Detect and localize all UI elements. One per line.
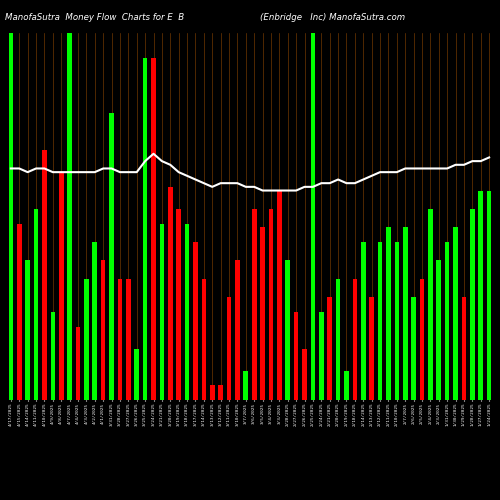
Bar (160, 224, 164, 400)
Bar (328, 297, 332, 400)
Bar (50, 312, 55, 400)
Text: (Enbridge   Inc) ManofaSutra.com: (Enbridge Inc) ManofaSutra.com (260, 12, 405, 22)
Bar (370, 297, 374, 400)
Bar (118, 278, 122, 400)
Bar (226, 297, 232, 400)
Bar (134, 348, 139, 400)
Bar (436, 260, 441, 400)
Bar (126, 278, 130, 400)
Bar (110, 114, 114, 400)
Bar (68, 32, 72, 400)
Bar (428, 209, 432, 400)
Bar (462, 297, 466, 400)
Bar (286, 260, 290, 400)
Bar (59, 172, 64, 400)
Bar (310, 32, 315, 400)
Bar (260, 228, 265, 400)
Bar (319, 312, 324, 400)
Bar (268, 209, 274, 400)
Bar (294, 312, 298, 400)
Bar (143, 58, 148, 400)
Bar (42, 150, 46, 400)
Bar (185, 224, 190, 400)
Bar (454, 228, 458, 400)
Bar (445, 242, 450, 400)
Bar (235, 260, 240, 400)
Bar (487, 190, 492, 400)
Bar (403, 228, 407, 400)
Bar (17, 224, 21, 400)
Bar (344, 370, 349, 400)
Bar (386, 228, 390, 400)
Bar (210, 386, 214, 400)
Bar (168, 187, 172, 400)
Bar (176, 209, 181, 400)
Bar (361, 242, 366, 400)
Bar (302, 348, 307, 400)
Bar (151, 58, 156, 400)
Bar (478, 190, 483, 400)
Bar (34, 209, 38, 400)
Bar (336, 278, 340, 400)
Bar (244, 370, 248, 400)
Bar (252, 209, 256, 400)
Bar (470, 209, 474, 400)
Text: ManofaSutra  Money Flow  Charts for E  B: ManofaSutra Money Flow Charts for E B (5, 12, 184, 22)
Bar (412, 297, 416, 400)
Bar (277, 190, 281, 400)
Bar (92, 242, 97, 400)
Bar (101, 260, 105, 400)
Bar (420, 278, 424, 400)
Bar (352, 278, 357, 400)
Bar (218, 386, 223, 400)
Bar (84, 278, 88, 400)
Bar (76, 326, 80, 400)
Bar (26, 260, 30, 400)
Bar (394, 242, 399, 400)
Bar (378, 242, 382, 400)
Bar (8, 32, 13, 400)
Bar (193, 242, 198, 400)
Bar (202, 278, 206, 400)
